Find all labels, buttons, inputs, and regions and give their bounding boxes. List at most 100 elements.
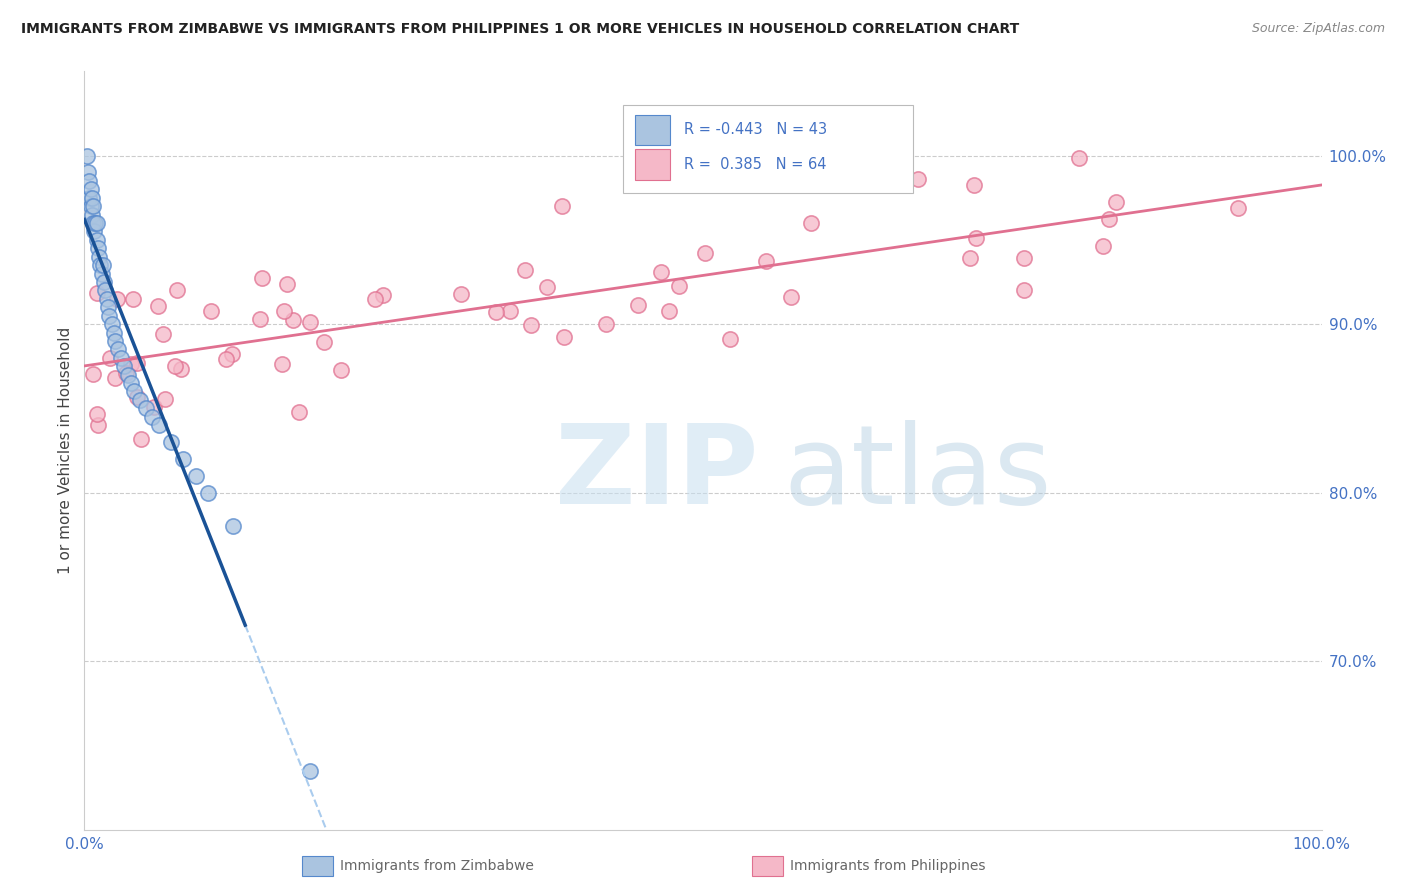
Point bbox=[627, 298, 650, 312]
Text: ZIP: ZIP bbox=[554, 420, 758, 526]
Point bbox=[215, 352, 238, 367]
Point bbox=[172, 451, 194, 466]
Point bbox=[86, 417, 108, 432]
Bar bbox=[636, 150, 669, 180]
Point bbox=[105, 292, 128, 306]
Point bbox=[110, 351, 132, 365]
Point bbox=[104, 371, 127, 385]
Text: IMMIGRANTS FROM ZIMBABWE VS IMMIGRANTS FROM PHILIPPINES 1 OR MORE VEHICLES IN HO: IMMIGRANTS FROM ZIMBABWE VS IMMIGRANTS F… bbox=[21, 22, 1019, 37]
Point bbox=[273, 304, 295, 318]
Point bbox=[86, 216, 108, 230]
Point bbox=[97, 300, 120, 314]
Y-axis label: 1 or more Vehicles in Household: 1 or more Vehicles in Household bbox=[58, 326, 73, 574]
Point bbox=[363, 292, 385, 306]
Point bbox=[87, 241, 110, 255]
Point bbox=[141, 409, 163, 424]
Point bbox=[1012, 251, 1035, 265]
Point bbox=[93, 275, 115, 289]
Point bbox=[160, 435, 183, 450]
Point bbox=[450, 287, 472, 301]
Point bbox=[1091, 238, 1114, 252]
Point bbox=[553, 330, 575, 344]
Point bbox=[107, 343, 129, 357]
Point bbox=[718, 332, 741, 346]
Point bbox=[184, 468, 207, 483]
Point bbox=[146, 299, 169, 313]
Point bbox=[84, 216, 107, 230]
Point bbox=[907, 172, 929, 186]
Point bbox=[129, 392, 152, 407]
Point bbox=[148, 418, 170, 433]
Point bbox=[98, 351, 121, 365]
Point bbox=[287, 405, 309, 419]
Point bbox=[79, 199, 101, 213]
Point bbox=[89, 250, 111, 264]
Point bbox=[80, 191, 103, 205]
Point bbox=[780, 290, 803, 304]
Point bbox=[86, 233, 108, 247]
Point bbox=[485, 305, 508, 319]
Point bbox=[520, 318, 543, 333]
Point bbox=[276, 277, 298, 291]
Point bbox=[82, 216, 104, 230]
Point bbox=[79, 174, 101, 188]
Point bbox=[82, 367, 104, 381]
Point bbox=[658, 303, 681, 318]
Point bbox=[755, 253, 778, 268]
Point bbox=[90, 267, 112, 281]
Point bbox=[373, 287, 395, 301]
Text: Immigrants from Philippines: Immigrants from Philippines bbox=[790, 859, 986, 873]
Point bbox=[1067, 152, 1090, 166]
Point bbox=[103, 326, 125, 340]
Text: R =  0.385   N = 64: R = 0.385 N = 64 bbox=[685, 157, 827, 172]
Point bbox=[170, 361, 193, 376]
Point bbox=[115, 366, 138, 380]
Text: atlas: atlas bbox=[783, 420, 1052, 526]
Point bbox=[83, 224, 105, 238]
Point bbox=[98, 309, 121, 323]
Point bbox=[163, 359, 186, 373]
Point bbox=[799, 216, 821, 230]
Bar bbox=[636, 114, 669, 145]
Text: R = -0.443   N = 43: R = -0.443 N = 43 bbox=[685, 122, 828, 137]
Point bbox=[104, 334, 127, 348]
Point bbox=[96, 292, 118, 306]
Point bbox=[1098, 211, 1121, 226]
Point bbox=[1014, 283, 1036, 297]
Point bbox=[197, 485, 219, 500]
Point bbox=[249, 312, 271, 326]
Point bbox=[283, 313, 305, 327]
Point bbox=[668, 278, 690, 293]
Point bbox=[152, 327, 174, 342]
Point bbox=[91, 258, 114, 272]
FancyBboxPatch shape bbox=[623, 105, 914, 193]
Point bbox=[221, 347, 243, 361]
Point bbox=[270, 357, 292, 371]
Point bbox=[499, 304, 522, 318]
Point bbox=[312, 334, 335, 349]
Point bbox=[551, 199, 574, 213]
Point bbox=[86, 407, 108, 421]
Point bbox=[1226, 201, 1249, 215]
Point bbox=[330, 363, 353, 377]
Point bbox=[959, 251, 981, 265]
Point bbox=[77, 165, 100, 179]
Point bbox=[79, 182, 101, 196]
Point bbox=[298, 314, 321, 328]
Point bbox=[595, 317, 617, 331]
Point bbox=[94, 284, 117, 298]
Point bbox=[693, 246, 716, 260]
Point bbox=[200, 304, 222, 318]
Point bbox=[536, 279, 558, 293]
Point bbox=[142, 400, 165, 414]
Point bbox=[120, 376, 142, 390]
Point bbox=[117, 368, 139, 382]
Point bbox=[166, 283, 188, 297]
Point bbox=[120, 357, 142, 371]
Point bbox=[125, 356, 148, 370]
Point bbox=[79, 191, 101, 205]
Point bbox=[153, 392, 176, 407]
Point bbox=[250, 270, 273, 285]
Point bbox=[100, 317, 122, 331]
Point bbox=[650, 265, 672, 279]
